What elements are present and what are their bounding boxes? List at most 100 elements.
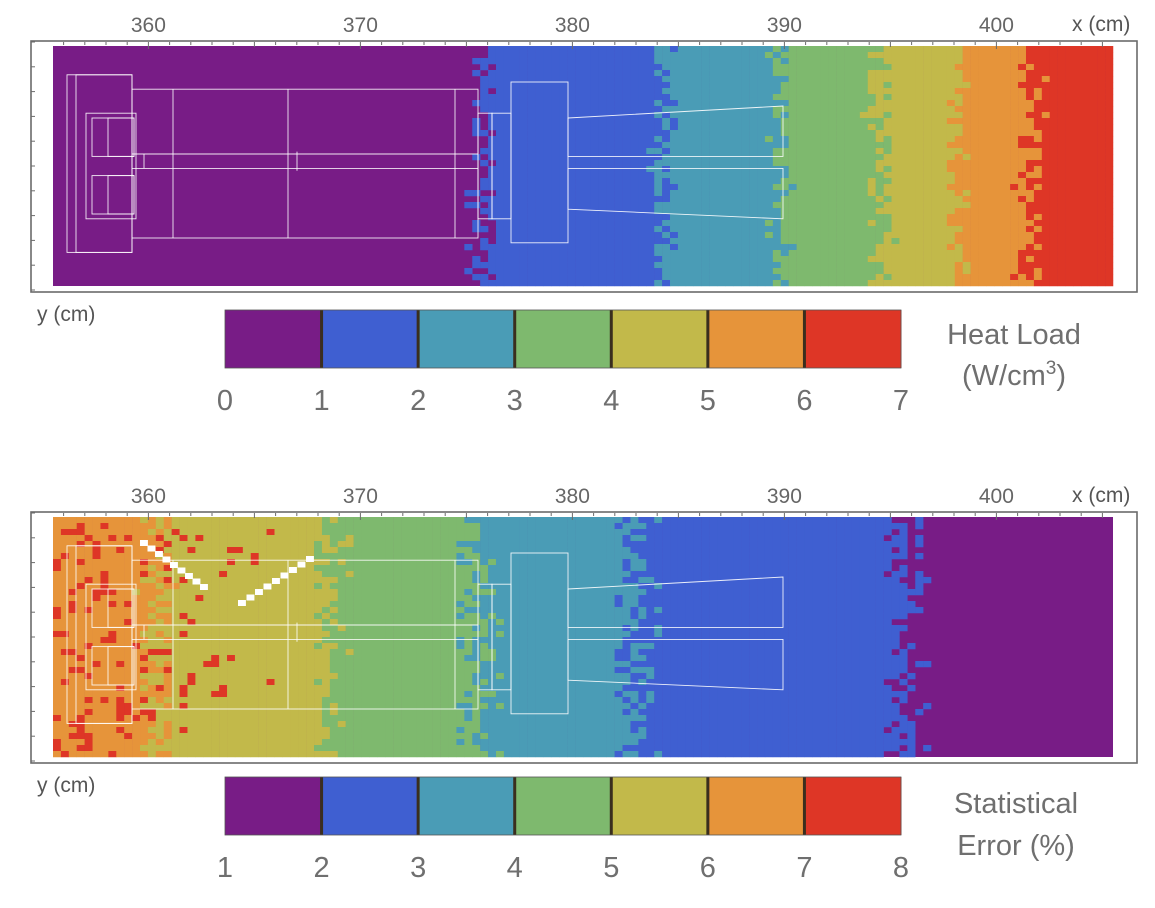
heatmap-cell — [567, 82, 576, 89]
heatmap-cell — [559, 58, 568, 65]
heatmap-cell — [717, 595, 726, 602]
heatmap-cell — [250, 571, 259, 578]
heatmap-cell — [448, 553, 457, 560]
heatmap-cell — [828, 124, 837, 131]
heatmap-cell — [638, 280, 647, 287]
heatmap-cell — [749, 541, 758, 548]
heatmap-cell — [875, 529, 884, 536]
heatmap-cell — [1002, 172, 1011, 179]
heatmap-cell — [836, 250, 845, 257]
heatmap-cell — [828, 535, 837, 542]
heatmap-cell — [978, 232, 987, 239]
heatmap-cell — [859, 232, 869, 239]
heatmap-cell — [662, 583, 671, 590]
heatmap-cell — [978, 172, 987, 179]
heatmap-cell — [709, 601, 718, 608]
heatmap-cell — [836, 238, 845, 245]
heatmap-cell — [994, 280, 1003, 287]
heatmap-cell — [1010, 100, 1019, 107]
heatmap-cell — [875, 118, 884, 125]
heatmap-cell — [883, 601, 892, 608]
heatmap-cell — [314, 571, 323, 578]
heatmap-cell — [472, 535, 481, 542]
heatmap-cell — [725, 232, 734, 239]
heatmap-cell — [646, 178, 655, 185]
heatmap-cell — [670, 523, 679, 530]
heatmap-cell — [677, 154, 687, 161]
heatmap-cell — [646, 112, 655, 119]
heatmap-cell — [844, 160, 853, 167]
heatmap-cell — [321, 559, 331, 566]
heatmap-cell — [891, 238, 900, 245]
heatmap-cell — [1002, 226, 1011, 233]
heatmap-cell — [321, 523, 331, 530]
heatmap-cell — [598, 160, 607, 167]
heatmap-cell — [1097, 52, 1106, 59]
heatmap-cell — [590, 517, 600, 524]
heatmap-cell — [266, 559, 275, 566]
heatmap-cell — [820, 172, 829, 179]
heatmap-cell — [946, 220, 956, 227]
heatmap-cell — [899, 553, 908, 560]
heatmap-cell — [527, 148, 536, 155]
heatmap-cell — [614, 541, 623, 548]
heatmap-cell — [290, 577, 299, 584]
heatmap-cell — [741, 553, 750, 560]
heatmap-cell — [1018, 52, 1027, 59]
heatmap-cell — [1049, 124, 1058, 131]
heatmap-cell — [859, 106, 869, 113]
heatmap-cell — [709, 244, 718, 251]
heatmap-cell — [954, 268, 963, 275]
heatmap-cell — [725, 148, 734, 155]
heatmap-cell — [543, 106, 552, 113]
heatmap-cell — [1018, 106, 1027, 113]
heatmap-cell — [1041, 256, 1050, 263]
heatmap-cell — [590, 238, 600, 245]
heatmap-cell — [464, 529, 473, 536]
heatmap-cell — [575, 52, 584, 59]
heatmap-cell — [559, 106, 568, 113]
heatmap-cell — [741, 100, 750, 107]
heatmap-cell — [108, 547, 117, 554]
heatmap-cell — [677, 535, 687, 542]
heatmap-cell — [685, 244, 694, 251]
heatmap-cell — [464, 541, 473, 548]
heatmap-cell — [551, 172, 560, 179]
heatmap-cell — [717, 112, 726, 119]
heatmap-cell — [709, 166, 718, 173]
heatmap-cell — [495, 112, 505, 119]
heatmap-cell — [804, 166, 813, 173]
heatmap-cell — [670, 250, 679, 257]
heatmap-cell — [1097, 64, 1106, 71]
heatmap-cell — [1089, 250, 1098, 257]
heatmap-cell — [685, 541, 694, 548]
heatmap-cell — [764, 529, 774, 536]
heatmap-cell — [693, 118, 702, 125]
heatmap-cell — [670, 595, 679, 602]
heatmap-cell — [764, 82, 774, 89]
heatmap-cell — [662, 256, 671, 263]
heatmap-cell — [812, 238, 821, 245]
heatmap-cell — [725, 535, 734, 542]
heatmap-cell — [867, 190, 876, 197]
heatmap-cell — [741, 196, 750, 203]
heatmap-cell — [1073, 46, 1082, 53]
heatmap-cell — [472, 541, 481, 548]
heatmap-cell — [978, 94, 987, 101]
heatmap-cell — [124, 583, 133, 590]
heatmap-cell — [480, 196, 489, 203]
heatmap-cell — [954, 196, 963, 203]
heatmap-cell — [1081, 190, 1090, 197]
heatmap-cell — [551, 517, 560, 524]
heatmap-cell — [654, 172, 663, 179]
heatmap-cell — [1033, 274, 1043, 281]
heatmap-cell — [1065, 154, 1074, 161]
heatmap-cell — [796, 250, 805, 257]
heatmap-cell — [203, 595, 212, 602]
heatmap-cell — [68, 571, 77, 578]
heatmap-cell — [867, 178, 876, 185]
heatmap-cell — [448, 571, 457, 578]
heatmap-cell — [638, 58, 647, 65]
heatmap-cell — [851, 94, 861, 101]
heatmap-cell — [543, 58, 552, 65]
